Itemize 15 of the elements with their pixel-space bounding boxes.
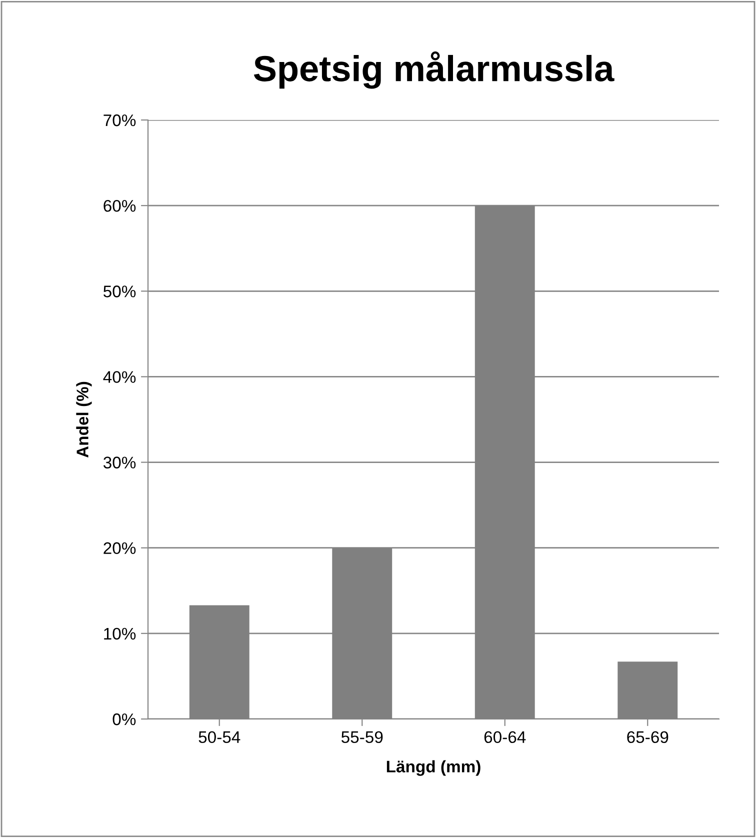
y-tick-label: 10% xyxy=(104,628,136,640)
y-tick-label: 60% xyxy=(104,200,136,212)
x-axis-title: Längd (mm) xyxy=(386,760,480,776)
x-tick-label: 50-54 xyxy=(198,731,240,744)
y-tick-label: 70% xyxy=(104,114,136,126)
x-tick-label: 55-59 xyxy=(341,731,383,744)
y-tick-label: 20% xyxy=(104,542,136,554)
x-tick-label: 60-64 xyxy=(484,731,526,744)
x-tick-label: 65-69 xyxy=(627,731,668,744)
y-axis-title: Andel (%) xyxy=(76,382,92,458)
y-tick-label: 50% xyxy=(104,286,136,298)
y-tick-label: 0% xyxy=(112,713,136,726)
y-tick-label: 30% xyxy=(103,456,136,468)
y-tick-label: 40% xyxy=(103,371,136,383)
chart-title: Spetsig målarmussla xyxy=(254,51,614,89)
